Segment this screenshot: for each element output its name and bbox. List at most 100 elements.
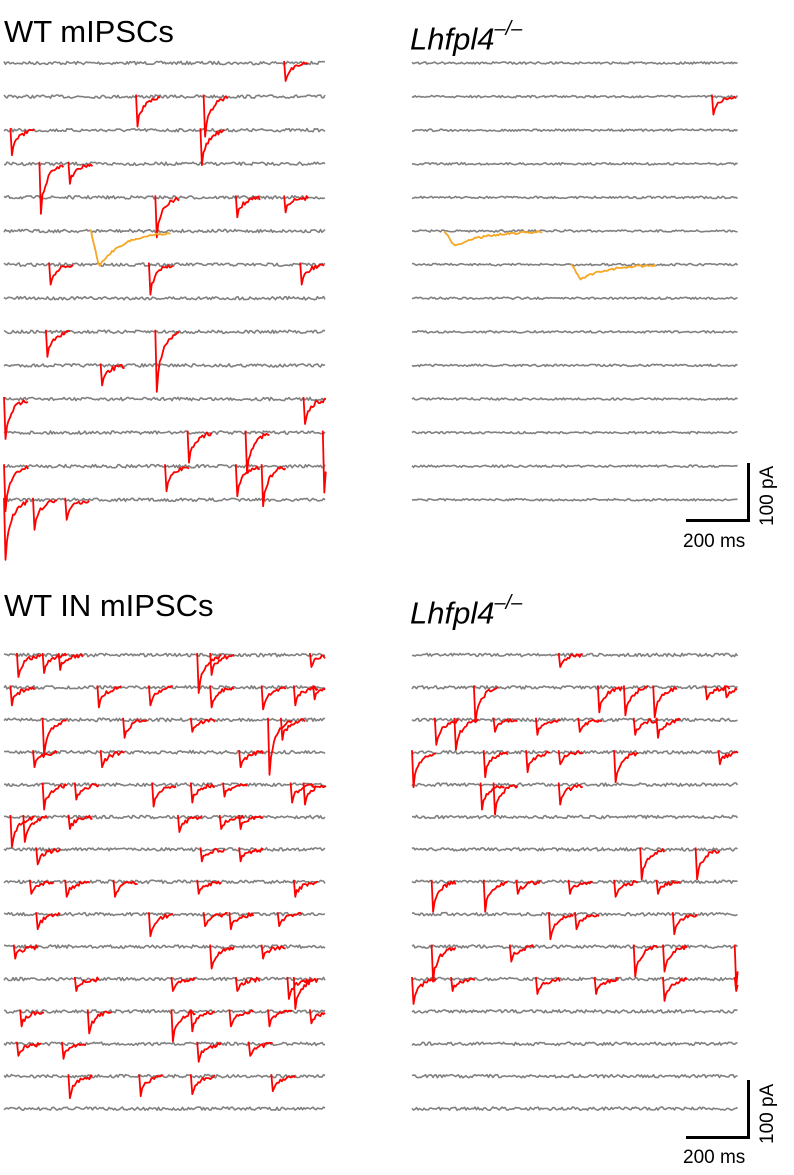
mipsc-event — [238, 814, 264, 830]
baseline-trace — [411, 1041, 738, 1047]
baseline-trace — [411, 782, 739, 787]
mipsc-event — [312, 685, 326, 701]
mipsc-event — [41, 652, 68, 674]
mipsc-event — [286, 976, 313, 1000]
baseline-trace — [3, 814, 326, 820]
baseline-trace — [411, 814, 739, 820]
mipsc-event — [189, 717, 216, 733]
mipsc-event — [593, 976, 619, 995]
mipsc-event — [289, 782, 315, 804]
mipsc-event — [32, 750, 58, 769]
baseline-trace — [3, 228, 326, 234]
baseline-trace — [411, 363, 738, 368]
mipsc-event — [247, 1041, 273, 1057]
mipsc-event — [724, 685, 738, 699]
baseline-trace — [3, 195, 326, 200]
baseline-trace — [3, 430, 326, 435]
mipsc-event — [292, 976, 319, 1010]
baseline-trace — [3, 329, 326, 335]
mipsc-event — [48, 262, 74, 286]
mipsc-event — [238, 847, 264, 863]
scalebar-time-bar — [686, 519, 750, 522]
mipsc-event — [596, 685, 623, 714]
mipsc-event — [99, 750, 125, 769]
mipsc-event — [652, 685, 678, 719]
mipsc-event — [196, 1041, 222, 1063]
mipsc-event — [309, 652, 326, 668]
mipsc-event — [28, 879, 55, 895]
mipsc-event — [199, 847, 226, 863]
mipsc-event — [209, 685, 235, 709]
mipsc-event — [321, 430, 327, 494]
baseline-trace — [411, 944, 739, 949]
baseline-trace — [411, 1106, 738, 1111]
mipsc-event — [567, 879, 593, 895]
mipsc-event — [479, 782, 505, 811]
baseline-trace — [411, 847, 738, 852]
mipsc-event — [244, 430, 270, 474]
mipsc-event — [9, 685, 36, 707]
mipsc-event — [557, 750, 583, 766]
mipsc-event — [260, 685, 287, 711]
baseline-trace — [3, 782, 326, 787]
mipsc-event — [3, 464, 29, 513]
baseline-trace — [411, 296, 738, 301]
mipsc-event — [577, 717, 603, 733]
baseline-trace — [3, 717, 326, 723]
mipsc-event — [154, 195, 180, 239]
mipsc-event — [535, 976, 561, 995]
mipsc-event — [209, 652, 235, 676]
mipsc-event — [228, 912, 255, 931]
mipsc-event — [411, 976, 437, 1005]
mipsc-event — [280, 717, 306, 741]
mipsc-event — [164, 464, 190, 493]
scalebar-amp-bar — [747, 463, 750, 522]
baseline-trace — [411, 749, 738, 755]
mipsc-event — [234, 464, 261, 498]
mipsc-event — [45, 329, 71, 358]
mipsc-event — [574, 912, 600, 931]
mipsc-event — [148, 912, 174, 938]
baseline-trace — [3, 1009, 326, 1014]
mipsc-event — [73, 782, 100, 801]
baseline-trace — [411, 976, 738, 982]
mipsc-event — [482, 750, 509, 779]
mipsc-event — [202, 911, 228, 928]
mipsc-event — [515, 879, 542, 895]
baseline-trace — [411, 464, 738, 469]
baseline-trace — [3, 1041, 326, 1047]
mipsc-event — [3, 396, 29, 440]
baseline-trace — [411, 430, 738, 435]
mipsc-event — [283, 195, 309, 214]
mipsc-event — [154, 329, 180, 393]
baseline-trace — [411, 161, 738, 166]
mipsc-event — [35, 847, 61, 866]
mipsc-event — [711, 94, 737, 116]
scalebar-time-label: 200 ms — [683, 531, 746, 552]
mipsc-event — [186, 430, 213, 464]
mipsc-event — [67, 161, 94, 185]
mipsc-event — [613, 879, 639, 898]
mipsc-event — [655, 879, 681, 895]
mipsc-event — [196, 879, 222, 895]
panel-title-wt-in-mipscs: WT IN mIPSCs — [4, 588, 214, 623]
mipsc-event — [557, 652, 583, 668]
mipsc-event — [613, 750, 639, 784]
baseline-trace — [411, 94, 739, 99]
mipsc-event — [557, 782, 583, 806]
baseline-trace — [411, 685, 739, 690]
mipsc-event — [234, 195, 261, 219]
mipsc-event — [148, 685, 174, 707]
baseline-trace — [3, 161, 326, 167]
mipsc-event — [19, 1009, 45, 1028]
baseline-trace — [411, 497, 738, 502]
slow-event — [570, 263, 657, 281]
scalebar-time-bar — [686, 1136, 750, 1139]
baseline-trace — [411, 128, 738, 133]
mipsc-event — [96, 685, 122, 709]
mipsc-event — [99, 363, 125, 387]
mipsc-event — [299, 262, 325, 286]
mipsc-event — [3, 497, 29, 561]
